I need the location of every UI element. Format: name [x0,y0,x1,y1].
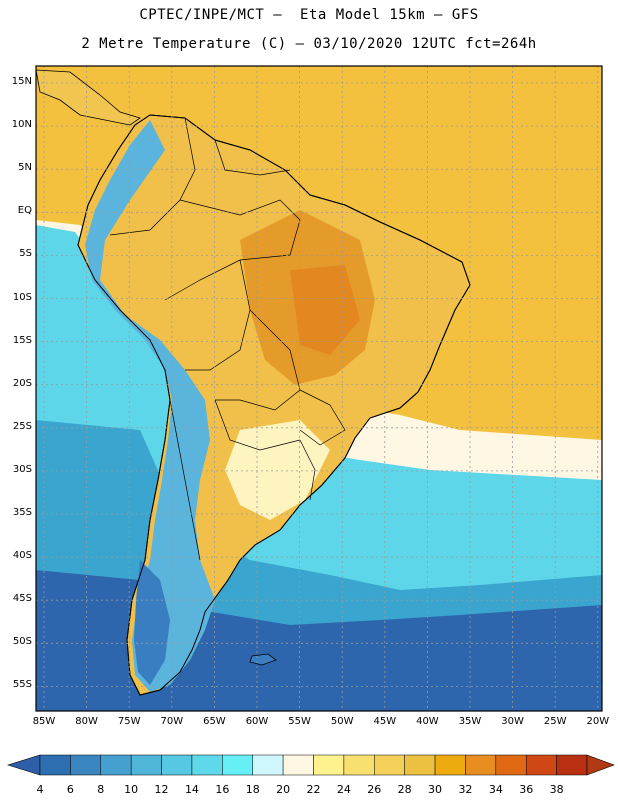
lat-label: 15N [11,76,32,87]
lon-label: 40W [416,716,439,727]
colorbar-tick-label: 12 [154,783,169,796]
lat-label: 30S [12,463,32,475]
colorbar-swatch [404,754,436,776]
colorbar-tick-label: 20 [276,783,291,796]
lat-label: 45S [12,593,32,605]
lon-label: 20W [586,716,610,727]
lon-label: 35W [458,716,482,727]
lat-label: 10S [12,291,32,303]
colorbar-swatch [39,754,71,776]
colorbar-swatch [313,754,345,776]
colorbar-swatch [130,754,162,776]
colorbar-tick-label: 24 [336,783,351,796]
colorbar-tick-label: 28 [397,783,412,796]
lat-label: EQ [17,205,32,217]
colorbar-tick-label: 26 [367,783,382,796]
colorbar-tick-label: 16 [215,783,230,796]
chart-title-line2: 2 Metre Temperature (C) – 03/10/2020 12U… [81,36,537,52]
colorbar-swatch [161,754,193,776]
colorbar-swatch [374,754,405,776]
colorbar-swatch [252,754,284,776]
falkland-islands [249,653,277,666]
lat-label: 35S [12,507,32,518]
lat-label: 50S [12,636,32,648]
colorbar-tick-label: 38 [549,783,564,796]
country-borders [109,117,346,561]
colorbar-tick-label: 18 [245,783,260,796]
map-frame [35,65,603,712]
lat-label: 10N [11,119,32,131]
lon-label: 50W [330,716,354,727]
chart-title-line1: CPTEC/INPE/MCT – Eta Model 15km – GFS [139,7,479,23]
colorbar-tick-label: 22 [306,783,321,796]
colorbar-swatch [525,754,557,776]
pampas-mild-region [225,420,330,520]
lon-label: 70W [160,716,184,727]
colorbar-high-arrow [586,754,615,776]
colorbar-tick-label: 36 [519,783,534,796]
temperature-field [36,66,602,711]
patagonia-cold-region [134,560,170,685]
colorbar-tick-label: 10 [124,783,139,796]
lon-label: 85W [32,716,56,727]
lon-label: 60W [245,716,269,727]
lon-label: 75W [117,716,141,727]
lon-label: 30W [501,716,524,727]
lat-label: 5N [18,162,32,174]
graticule [36,66,602,711]
colorbar-tick-label: 14 [184,783,199,796]
central-america-landmass [36,69,141,126]
colorbar-swatch [556,754,588,776]
colorbar-low-arrow [6,754,41,776]
colorbar-tick-label: 30 [428,783,443,796]
coastline [77,114,471,696]
colorbar-swatch [282,754,314,776]
lon-label: 80W [75,716,98,727]
andes-cold-strip [85,120,215,692]
colorbar-tick-label: 4 [36,783,44,796]
colorbar-swatch [70,754,102,776]
colorbar-swatch [343,754,375,776]
lat-label: 25S [12,420,32,432]
lat-label: 55S [12,679,32,691]
colorbar-tick-label: 32 [458,783,473,796]
lon-label: 65W [203,716,226,727]
lat-label: 15S [12,334,32,346]
lon-label: 45W [373,716,397,727]
lon-label: 25W [543,716,567,727]
colorbar-swatch [191,754,223,776]
colorbar-tick-label: 34 [488,783,503,796]
colorbar-swatch [222,754,253,776]
colorbar-tick-label: 6 [66,783,74,796]
lat-label: 40S [12,550,32,562]
colorbar-swatch [434,754,466,776]
colorbar [6,754,615,776]
colorbar-swatch [495,754,527,776]
colorbar-swatch [100,754,132,776]
lon-label: 55W [288,716,311,727]
colorbar-tick-label: 8 [97,783,105,796]
colorbar-swatch [465,754,497,776]
lat-label: 5S [19,248,32,260]
lat-label: 20S [12,377,32,389]
